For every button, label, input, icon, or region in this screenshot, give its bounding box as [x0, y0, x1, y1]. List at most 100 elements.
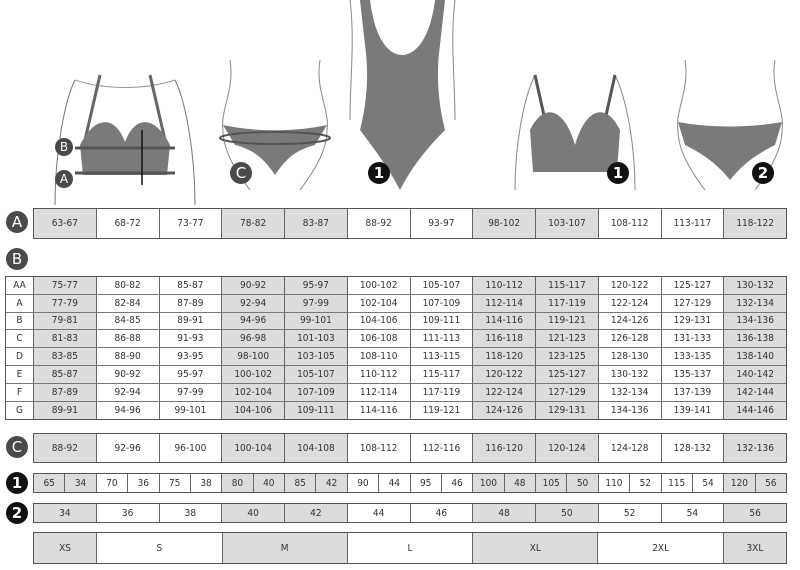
cell-b: 144-146	[724, 401, 786, 420]
badge-2-bottom: 2	[752, 162, 774, 184]
cell-a: 108-112	[598, 209, 662, 238]
brief-measurement-illustration	[219, 60, 331, 190]
cell-b: 117-119	[536, 294, 599, 312]
cell-1-a: 100	[473, 474, 505, 492]
row-2-label: 2	[6, 502, 28, 524]
cell-b: 128-130	[598, 348, 662, 365]
cell-b: 123-125	[536, 348, 599, 365]
cell-b: 81-83	[34, 330, 97, 348]
cell-b: 119-121	[536, 312, 599, 330]
cell-b: 134-136	[598, 401, 662, 420]
cell-1-b: 40	[253, 474, 285, 492]
cell-a: 78-82	[222, 209, 285, 238]
cell-b: 133-135	[661, 348, 725, 365]
table-row: AA 75-77 80-82 85-87 90-92 95-97 100-102 105-10…	[6, 277, 786, 295]
cell-b: 113-115	[410, 348, 474, 365]
cell-1-a: 105	[536, 474, 568, 492]
cell-2: 40	[222, 504, 285, 522]
cell-b: 96-98	[222, 330, 285, 348]
size-label: M	[222, 533, 348, 563]
cell-b: 102-104	[347, 294, 411, 312]
cell-b: 127-129	[661, 294, 725, 312]
cell-1-a: 70	[96, 474, 129, 492]
cell-b: 109-111	[410, 312, 474, 330]
cell-2: 42	[285, 504, 348, 522]
cell-b: 122-124	[598, 294, 662, 312]
cell-2: 36	[96, 504, 160, 522]
cell-1-b: 36	[128, 474, 160, 492]
cell-a: 63-67	[34, 209, 97, 238]
cell-2: 34	[34, 504, 97, 522]
cell-b: 131-133	[661, 330, 725, 348]
cell-1-a: 75	[159, 474, 191, 492]
cell-b: 95-97	[285, 277, 348, 294]
cell-1-a: 120	[724, 474, 756, 492]
cell-b: 120-122	[598, 277, 662, 294]
cell-1-b: 54	[692, 474, 725, 492]
cell-1-b: 46	[441, 474, 474, 492]
badge-c-marker: C	[230, 162, 252, 184]
cell-c: 116-120	[473, 434, 536, 462]
size-label-row: XS S M L XL 2XL 3XL	[33, 532, 787, 564]
cell-a: 73-77	[159, 209, 223, 238]
row-1-label: 1	[6, 472, 28, 494]
cell-b: 100-102	[222, 365, 285, 383]
cell-b: 97-99	[159, 383, 223, 401]
cell-2: 50	[536, 504, 599, 522]
badge-b-marker: B	[55, 138, 73, 156]
cell-b: 111-113	[410, 330, 474, 348]
cell-b: 124-126	[598, 312, 662, 330]
cell-c: 120-124	[536, 434, 599, 462]
row-c-label: C	[6, 436, 28, 458]
table-row: B 79-81 84-85 89-91 94-96 99-101 104-106 109-11…	[6, 312, 786, 331]
cup-label: A	[6, 294, 34, 312]
cell-c: 132-136	[724, 434, 786, 462]
cell-b: 91-93	[159, 330, 223, 348]
cell-b: 85-87	[34, 365, 97, 383]
cell-b: 75-77	[34, 277, 97, 294]
table-row: E 85-87 90-92 95-97 100-102 105-107 110-112 115…	[6, 365, 786, 384]
cell-b: 87-89	[159, 294, 223, 312]
cell-b: 95-97	[159, 365, 223, 383]
cup-label: E	[6, 365, 34, 383]
cell-b: 136-138	[724, 330, 786, 348]
cell-2: 56	[724, 504, 786, 522]
cell-b: 105-107	[410, 277, 474, 294]
badge-a-marker: A	[55, 170, 73, 188]
cell-b: 109-111	[285, 401, 348, 420]
swimsuit-illustration	[349, 0, 456, 190]
cup-label: B	[6, 312, 34, 330]
cell-2: 46	[410, 504, 474, 522]
cell-b: 107-109	[410, 294, 474, 312]
cell-b: 89-91	[159, 312, 223, 330]
bra-measurement-illustration	[54, 74, 196, 205]
cup-label: D	[6, 348, 34, 365]
cell-b: 114-116	[347, 401, 411, 420]
cell-b: 130-132	[724, 277, 786, 294]
cell-b: 132-134	[724, 294, 786, 312]
cell-b: 125-127	[661, 277, 725, 294]
cell-1-a: 80	[222, 474, 254, 492]
cell-b: 101-103	[285, 330, 348, 348]
cell-b: 90-92	[96, 365, 160, 383]
cell-c: 128-132	[661, 434, 725, 462]
cell-c: 92-96	[96, 434, 160, 462]
cell-1-a: 85	[285, 474, 317, 492]
cell-b: 102-104	[222, 383, 285, 401]
cell-b: 100-102	[347, 277, 411, 294]
cell-2: 54	[661, 504, 725, 522]
row-b-label: B	[6, 248, 28, 270]
table-row: G 89-91 94-96 99-101 104-106 109-111 114-116 11…	[6, 401, 786, 420]
cell-a: 93-97	[410, 209, 474, 238]
cell-b: 114-116	[473, 312, 536, 330]
cell-c: 100-104	[222, 434, 285, 462]
cell-1-b: 34	[65, 474, 97, 492]
cell-b: 87-89	[34, 383, 97, 401]
cell-b: 110-112	[347, 365, 411, 383]
cell-c: 108-112	[347, 434, 411, 462]
cell-b: 94-96	[222, 312, 285, 330]
cell-a: 68-72	[96, 209, 160, 238]
cell-b: 83-85	[34, 348, 97, 365]
cell-b: 104-106	[347, 312, 411, 330]
cell-b: 85-87	[159, 277, 223, 294]
